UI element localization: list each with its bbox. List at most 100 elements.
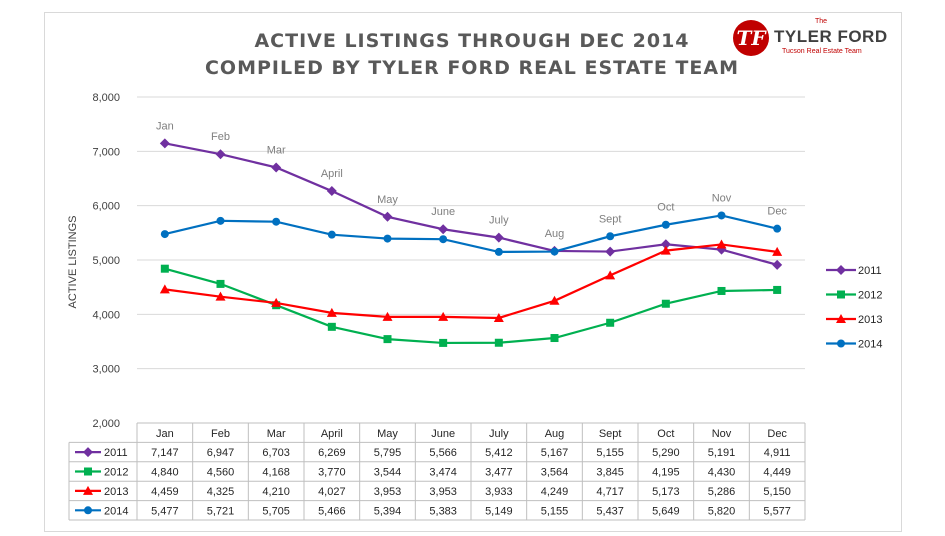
data-point-2013 xyxy=(660,245,671,255)
y-tick-label: 8,000 xyxy=(92,92,120,104)
table-cell: 5,383 xyxy=(429,505,457,517)
table-row-label: 2011 xyxy=(104,447,128,459)
table-cell: 5,705 xyxy=(262,505,290,517)
table-cell: 6,269 xyxy=(318,447,346,459)
table-row-label: 2013 xyxy=(104,486,128,498)
table-header-cell: Sept xyxy=(599,428,622,440)
data-point-2013 xyxy=(215,291,226,301)
data-point-2013 xyxy=(159,284,170,294)
table-cell: 5,290 xyxy=(652,447,680,459)
data-point-2014 xyxy=(494,247,503,256)
series-2013 xyxy=(159,239,783,322)
logo-badge-text: TF xyxy=(736,26,767,50)
table-cell: 5,566 xyxy=(429,447,457,459)
data-point-2012 xyxy=(327,322,336,331)
series-line-2014 xyxy=(164,214,778,254)
tyler-ford-logo: TF The TYLER FORD Tucson Real Estate Tea… xyxy=(732,16,892,60)
table-header-cell: July xyxy=(489,428,509,440)
legend-marker-2013 xyxy=(836,314,846,323)
logo-top-text: The xyxy=(815,18,828,25)
data-point-2012 xyxy=(550,334,559,343)
data-point-2014 xyxy=(550,247,559,256)
table-cell: 5,577 xyxy=(763,505,791,517)
data-point-2012 xyxy=(773,285,782,294)
table-legend-marker xyxy=(84,506,92,515)
series-2012 xyxy=(160,264,782,347)
table-cell: 4,195 xyxy=(652,467,680,479)
table-cell: 4,911 xyxy=(764,447,791,459)
table-header-cell: Feb xyxy=(211,428,230,440)
category-label: Jan xyxy=(156,120,174,132)
data-point-2014 xyxy=(327,230,336,239)
data-point-2014 xyxy=(216,216,225,225)
data-point-2011 xyxy=(271,162,282,173)
data-point-2014 xyxy=(383,234,392,243)
data-point-2013 xyxy=(605,270,616,280)
y-tick-label: 4,000 xyxy=(92,309,120,321)
data-point-2013 xyxy=(326,307,337,317)
table-cell: 3,953 xyxy=(374,486,402,498)
table-row-label: 2014 xyxy=(104,505,128,517)
tf-logo-badge-icon: TF xyxy=(733,20,769,56)
data-point-2012 xyxy=(439,338,448,347)
table-cell: 3,770 xyxy=(318,467,346,479)
table-header-cell: Oct xyxy=(657,428,674,440)
data-point-2013 xyxy=(493,312,504,322)
category-label: Mar xyxy=(267,144,286,156)
table-cell: 4,325 xyxy=(207,486,235,498)
legend-label-2011: 2011 xyxy=(858,265,882,277)
table-cell: 5,155 xyxy=(596,447,624,459)
table-legend-marker xyxy=(83,485,93,495)
table-cell: 3,564 xyxy=(541,467,569,479)
table-cell: 5,477 xyxy=(151,505,179,517)
table-legend-marker xyxy=(83,447,93,458)
legend-label-2013: 2013 xyxy=(858,314,882,326)
series-line-2012 xyxy=(164,267,778,345)
series-line-2011 xyxy=(164,142,778,266)
y-tick-label: 2,000 xyxy=(92,418,120,430)
data-point-2014 xyxy=(606,232,615,241)
data-point-2011 xyxy=(326,186,337,197)
data-point-2012 xyxy=(606,318,615,327)
legend-label-2014: 2014 xyxy=(858,339,882,351)
table-cell: 5,394 xyxy=(374,505,402,517)
data-point-2014 xyxy=(439,235,448,244)
table-cell: 5,649 xyxy=(652,505,680,517)
data-point-2011 xyxy=(772,259,783,270)
table-cell: 5,437 xyxy=(596,505,624,517)
table-cell: 3,845 xyxy=(596,467,624,479)
gridlines xyxy=(137,96,805,424)
table-cell: 5,191 xyxy=(708,447,736,459)
data-point-2012 xyxy=(494,338,503,347)
table-cell: 3,544 xyxy=(374,467,402,479)
table-cell: 6,947 xyxy=(207,447,235,459)
legend-marker-2014 xyxy=(837,339,845,348)
data-point-2013 xyxy=(716,239,727,249)
table-legend-marker xyxy=(84,467,92,476)
table-cell: 3,953 xyxy=(429,486,457,498)
data-point-2014 xyxy=(773,224,782,233)
table-cell: 5,150 xyxy=(763,486,791,498)
category-label: Dec xyxy=(767,206,787,218)
table-cell: 4,168 xyxy=(262,467,290,479)
data-point-2014 xyxy=(160,230,169,239)
table-cell: 5,149 xyxy=(485,505,513,517)
data-point-2011 xyxy=(215,149,226,160)
y-tick-label: 3,000 xyxy=(92,364,120,376)
category-labels: Jan Feb Mar April May June July Aug Sept Oct Nov De… xyxy=(156,120,787,240)
table-cell: 4,449 xyxy=(763,467,791,479)
data-point-2011 xyxy=(660,239,671,250)
table-row-label: 2012 xyxy=(104,467,128,479)
data-point-2014 xyxy=(717,211,726,220)
table-cell: 7,147 xyxy=(151,447,179,459)
data-point-2012 xyxy=(383,335,392,344)
category-label: Oct xyxy=(657,202,674,214)
table-cell: 5,155 xyxy=(541,505,569,517)
data-point-2011 xyxy=(438,224,449,235)
table-cell: 5,167 xyxy=(541,447,569,459)
data-point-2013 xyxy=(438,311,449,321)
table-cell: 5,820 xyxy=(708,505,736,517)
y-axis-label: ACTIVE LISTINGS xyxy=(67,216,79,309)
table-cell: 5,795 xyxy=(374,447,402,459)
data-point-2012 xyxy=(216,279,225,288)
